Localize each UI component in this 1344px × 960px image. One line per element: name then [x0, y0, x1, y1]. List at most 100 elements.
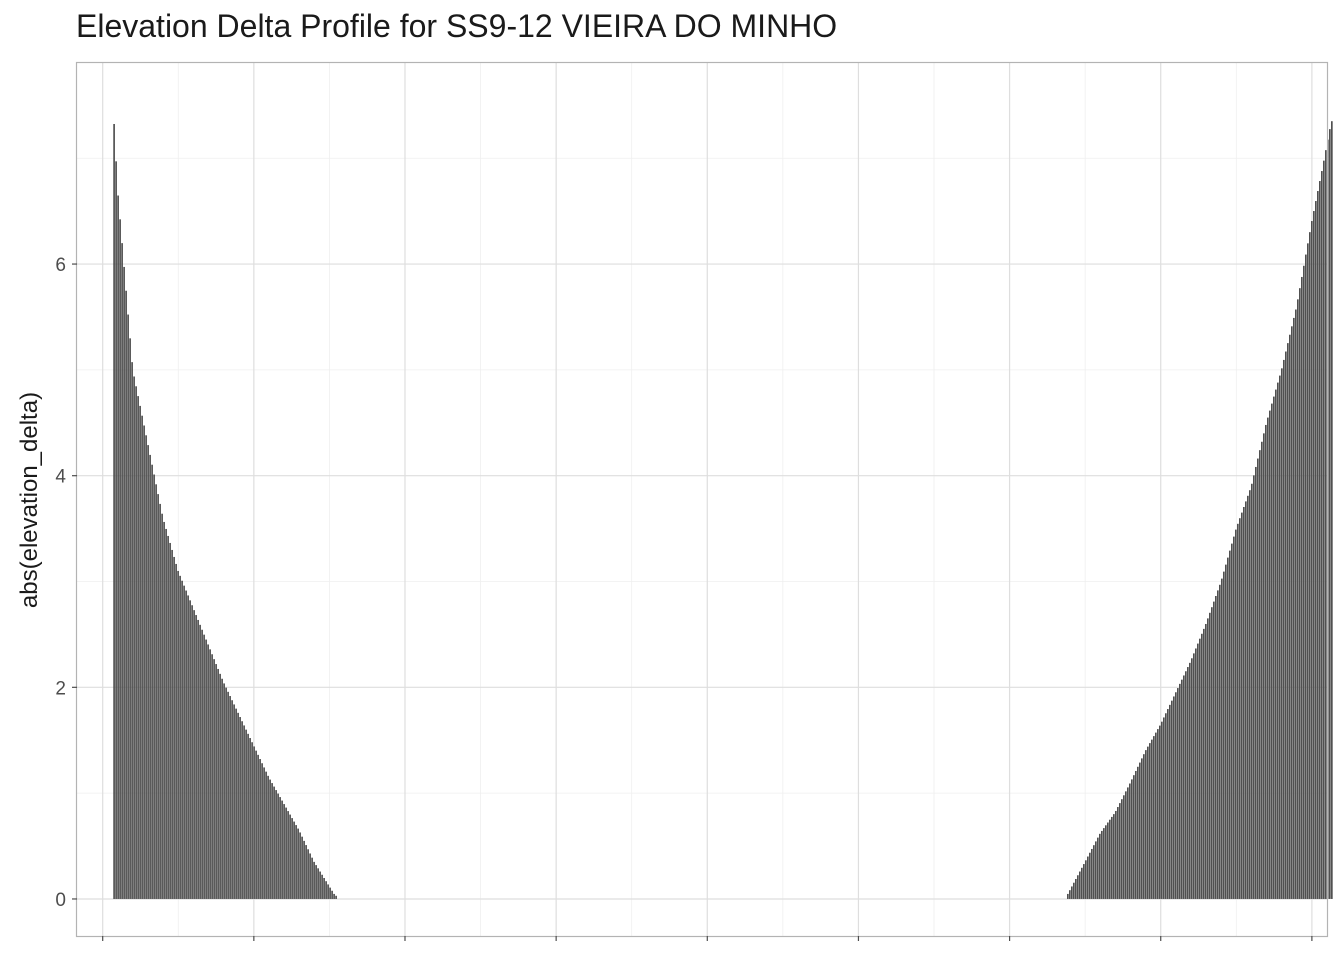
bar: [285, 807, 287, 899]
bar: [157, 494, 159, 899]
bar: [255, 750, 257, 899]
bar: [1081, 867, 1083, 899]
bar: [319, 871, 321, 899]
bar: [1223, 571, 1225, 899]
bar: [1269, 410, 1271, 899]
bar: [1315, 201, 1317, 899]
bar: [1213, 601, 1215, 899]
bar: [1275, 389, 1277, 899]
bar: [1079, 871, 1081, 899]
bar: [219, 673, 221, 899]
bar: [203, 634, 205, 899]
bar: [1267, 417, 1269, 899]
bar: [323, 877, 325, 899]
bar: [145, 435, 147, 899]
bar: [1165, 713, 1167, 899]
bar: [1149, 743, 1151, 899]
bar: [239, 717, 241, 899]
bar: [1249, 490, 1251, 899]
bar: [1229, 550, 1231, 899]
bar: [305, 845, 307, 899]
bar: [1177, 688, 1179, 899]
bar: [1157, 729, 1159, 899]
bar: [161, 513, 163, 899]
bar: [125, 290, 127, 899]
bar: [1243, 506, 1245, 899]
bar: [269, 779, 271, 899]
bar: [199, 624, 201, 899]
bar: [1167, 709, 1169, 899]
bar: [119, 219, 121, 899]
bar: [1321, 171, 1323, 899]
bar: [1309, 232, 1311, 899]
bar: [1215, 595, 1217, 899]
bar: [307, 849, 309, 899]
bar: [1173, 696, 1175, 899]
bar: [1143, 754, 1145, 899]
bar: [211, 654, 213, 899]
bar: [137, 396, 139, 899]
bar: [1257, 458, 1259, 899]
bar: [303, 840, 305, 899]
bar: [1317, 191, 1319, 899]
bar: [257, 754, 259, 899]
bar: [1101, 830, 1103, 899]
bar: [275, 790, 277, 899]
bar: [251, 742, 253, 899]
bar: [1141, 758, 1143, 899]
bar: [1235, 529, 1237, 899]
bar: [1115, 810, 1117, 899]
bar: [301, 836, 303, 899]
bar: [1189, 662, 1191, 899]
bar: [1329, 129, 1331, 899]
bar: [279, 797, 281, 899]
bar: [271, 783, 273, 899]
bar: [1261, 441, 1263, 899]
bar: [139, 405, 141, 899]
bar: [173, 556, 175, 899]
bar: [1085, 860, 1087, 899]
bar: [1207, 618, 1209, 899]
y-tick-label: 4: [55, 467, 66, 488]
bar: [1121, 799, 1123, 899]
bar: [1183, 675, 1185, 899]
bar: [327, 884, 329, 899]
bar: [1135, 770, 1137, 899]
bar: [1147, 746, 1149, 899]
bar: [1211, 607, 1213, 899]
bar: [209, 649, 211, 899]
bar: [115, 161, 117, 899]
bar: [249, 738, 251, 899]
bar: [1239, 518, 1241, 899]
bar: [1201, 633, 1203, 899]
bar: [1255, 466, 1257, 899]
bar: [263, 767, 265, 899]
bar: [151, 464, 153, 899]
bar: [1109, 819, 1111, 899]
bar: [1169, 704, 1171, 899]
bar: [1279, 375, 1281, 899]
bar: [281, 800, 283, 899]
bar: [175, 563, 177, 899]
bar: [1285, 351, 1287, 899]
bar: [295, 825, 297, 899]
bar: [233, 704, 235, 899]
bar: [1195, 648, 1197, 899]
bar: [1325, 150, 1327, 899]
bar: [1307, 243, 1309, 899]
bar: [215, 664, 217, 899]
bar: [309, 853, 311, 899]
bar: [317, 868, 319, 899]
bar: [247, 733, 249, 899]
bar: [1323, 160, 1325, 899]
bar: [1293, 317, 1295, 899]
bar: [1281, 368, 1283, 899]
bar: [1231, 543, 1233, 899]
bar: [195, 615, 197, 899]
bar: [207, 644, 209, 899]
bar: [1291, 326, 1293, 899]
bar: [1193, 653, 1195, 899]
bar: [1131, 779, 1133, 899]
bar: [1297, 299, 1299, 899]
bar: [1105, 825, 1107, 899]
